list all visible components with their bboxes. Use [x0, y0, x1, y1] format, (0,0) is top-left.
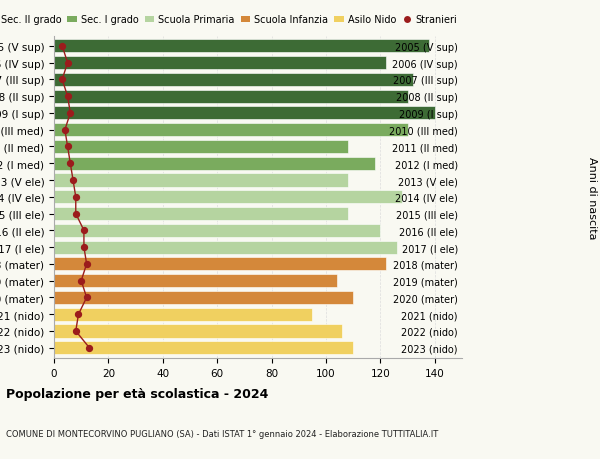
- Bar: [54, 207, 348, 221]
- Bar: [54, 241, 397, 254]
- Point: [65, 110, 75, 118]
- Point: [65, 160, 75, 168]
- Point: [58, 43, 67, 50]
- Legend: Sec. II grado, Sec. I grado, Scuola Primaria, Scuola Infanzia, Asilo Nido, Stran: Sec. II grado, Sec. I grado, Scuola Prim…: [0, 16, 457, 25]
- Bar: [54, 74, 413, 87]
- Bar: [54, 308, 313, 321]
- Bar: [54, 107, 435, 120]
- Point: [58, 77, 67, 84]
- Point: [60, 127, 70, 134]
- Bar: [54, 274, 337, 288]
- Bar: [54, 341, 353, 354]
- Point: [63, 60, 73, 67]
- Point: [71, 194, 80, 201]
- Bar: [54, 258, 386, 271]
- Point: [68, 177, 78, 185]
- Bar: [54, 140, 348, 154]
- Bar: [54, 174, 348, 187]
- Point: [82, 261, 91, 268]
- Point: [63, 144, 73, 151]
- Point: [85, 344, 94, 352]
- Bar: [54, 325, 343, 338]
- Bar: [54, 40, 430, 53]
- Bar: [54, 224, 380, 237]
- Text: Popolazione per età scolastica - 2024: Popolazione per età scolastica - 2024: [6, 387, 268, 400]
- Bar: [54, 157, 375, 170]
- Point: [71, 210, 80, 218]
- Bar: [54, 191, 402, 204]
- Point: [82, 294, 91, 302]
- Bar: [54, 124, 407, 137]
- Text: COMUNE DI MONTECORVINO PUGLIANO (SA) - Dati ISTAT 1° gennaio 2024 - Elaborazione: COMUNE DI MONTECORVINO PUGLIANO (SA) - D…: [6, 429, 438, 438]
- Point: [63, 93, 73, 101]
- Bar: [54, 90, 407, 103]
- Point: [79, 244, 89, 251]
- Point: [79, 227, 89, 235]
- Point: [74, 311, 83, 318]
- Point: [71, 328, 80, 335]
- Bar: [54, 57, 386, 70]
- Bar: [54, 291, 353, 304]
- Point: [76, 277, 86, 285]
- Text: Anni di nascita: Anni di nascita: [587, 156, 597, 239]
